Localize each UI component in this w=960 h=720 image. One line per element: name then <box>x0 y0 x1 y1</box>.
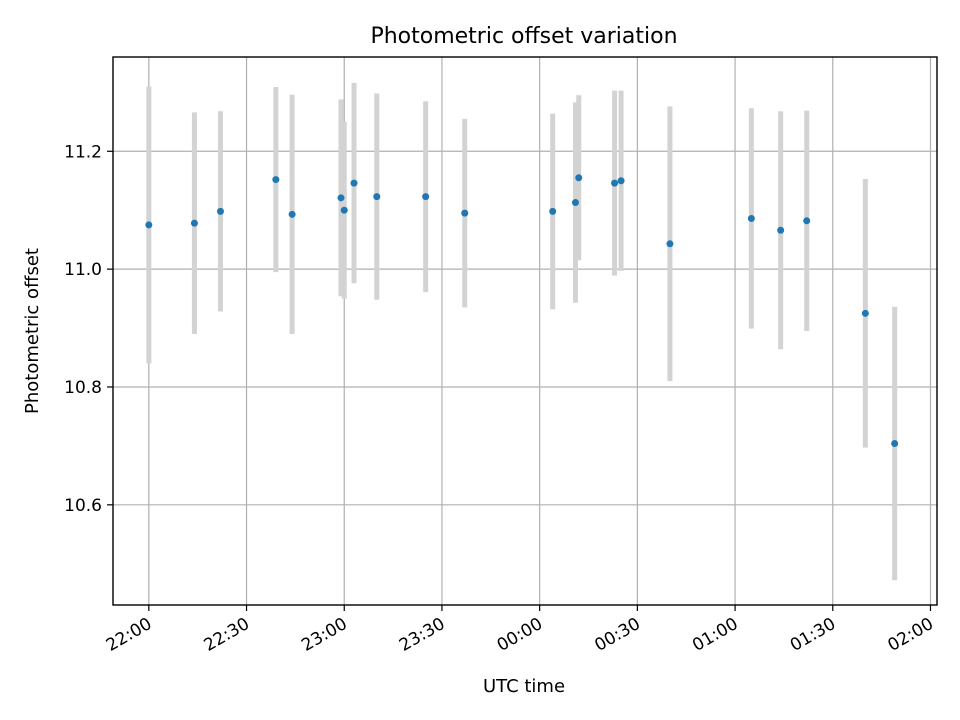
data-point <box>373 193 381 201</box>
data-point <box>461 209 469 217</box>
data-point <box>190 219 198 227</box>
data-point <box>803 217 811 225</box>
data-point <box>611 179 619 187</box>
data-point <box>340 206 348 214</box>
x-tick-label: 02:00 <box>885 614 937 656</box>
data-point <box>549 207 557 215</box>
x-tick-label: 22:00 <box>103 614 155 656</box>
data-point <box>350 179 358 187</box>
data-point <box>617 177 625 185</box>
data-point <box>575 174 583 182</box>
x-tick-label: 01:30 <box>787 614 839 656</box>
y-tick-label: 10.6 <box>64 496 102 516</box>
data-point <box>861 309 869 317</box>
x-tick-label: 00:00 <box>494 614 546 656</box>
data-point <box>288 210 296 218</box>
x-tick-label: 23:00 <box>298 614 350 656</box>
data-point <box>145 221 153 229</box>
data-point <box>216 207 224 215</box>
error-bars <box>146 82 898 581</box>
x-tick-label: 01:00 <box>689 614 741 656</box>
y-tick-label: 11.0 <box>64 260 102 280</box>
x-axis-label: UTC time <box>483 676 565 697</box>
x-tick-label: 22:30 <box>201 614 253 656</box>
data-point <box>891 440 899 448</box>
data-point <box>747 214 755 222</box>
y-tick-label: 10.8 <box>64 378 102 398</box>
data-point <box>777 226 785 234</box>
x-tick-label: 00:30 <box>591 614 643 656</box>
data-point <box>272 176 280 184</box>
grid <box>113 57 937 605</box>
data-point <box>422 193 430 201</box>
chart-title: Photometric offset variation <box>370 24 677 49</box>
y-tick-label: 11.2 <box>64 142 102 162</box>
data-points <box>145 174 899 448</box>
y-axis-label: Photometric offset <box>22 248 43 414</box>
data-point <box>666 240 674 248</box>
plot-frame <box>112 56 938 606</box>
data-point <box>571 199 579 207</box>
data-point <box>337 194 345 202</box>
x-tick-label: 23:30 <box>396 614 448 656</box>
